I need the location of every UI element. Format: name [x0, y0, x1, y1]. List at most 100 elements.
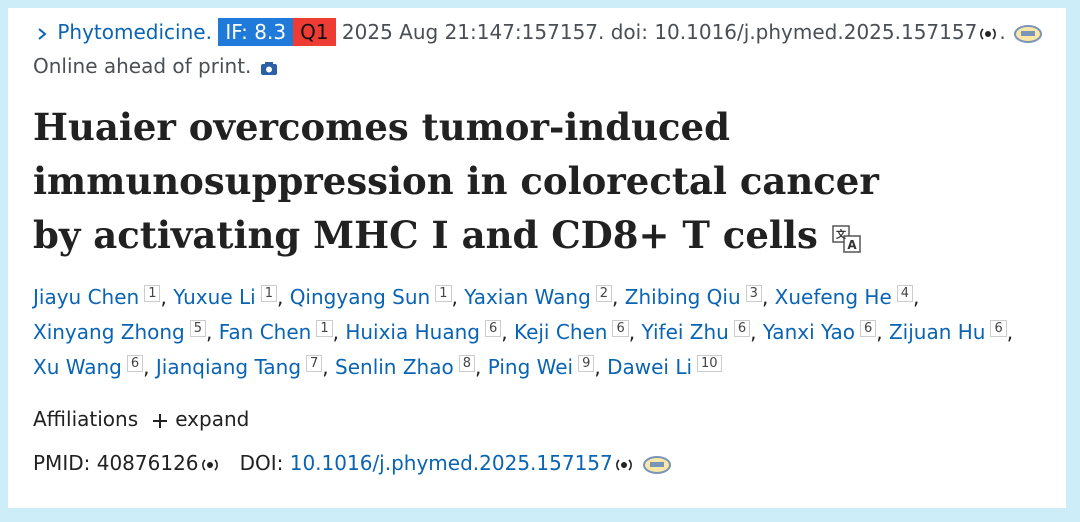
author-name[interactable]: Dawei Li: [607, 355, 693, 379]
journal-link[interactable]: Phytomedicine.: [33, 20, 212, 44]
chevron: [38, 27, 47, 40]
author-name[interactable]: Zhibing Qiu: [624, 285, 741, 309]
doi-link[interactable]: 10.1016/j.phymed.2025.157157: [289, 451, 613, 475]
affiliation-number[interactable]: 1: [316, 320, 333, 337]
author: Xu Wang 6,: [33, 355, 150, 379]
author-name[interactable]: Xu Wang: [33, 355, 122, 379]
author-name[interactable]: Jianqiang Tang: [155, 355, 302, 379]
title-block: Huaier overcomes tumor-induced immunosup…: [33, 100, 933, 262]
title: Huaier overcomes tumor-induced immunosup…: [33, 105, 879, 257]
author-name[interactable]: Yanxi Yao: [762, 320, 855, 344]
affiliations-label: Affiliations: [33, 407, 139, 431]
svg-text:文: 文: [836, 228, 847, 241]
author: Xinyang Zhong 5,: [33, 320, 212, 344]
affiliation-number[interactable]: 10: [697, 355, 722, 372]
citation-text: 2025 Aug 21:147:157157. doi: 10.1016/j.p…: [341, 20, 978, 44]
author: Keji Chen 6,: [514, 320, 635, 344]
author-name[interactable]: Yuxue Li: [173, 285, 256, 309]
author: Senlin Zhao 8,: [335, 355, 481, 379]
author: Zijuan Hu 6,: [889, 320, 1013, 344]
if-badge: IF: 8.3: [218, 18, 294, 46]
author-name[interactable]: Huixia Huang: [345, 320, 480, 344]
author-list: Jiayu Chen 1, Yuxue Li 1, Qingyang Sun 1, Y…: [33, 280, 1053, 385]
separator: ,: [1006, 320, 1014, 344]
author: Jiayu Chen 1,: [33, 285, 167, 309]
plus-icon: [152, 413, 167, 428]
author-name[interactable]: Jiayu Chen: [33, 285, 140, 309]
separator: ,: [501, 320, 508, 344]
author-name[interactable]: Qingyang Sun: [289, 285, 431, 309]
journal: Phytomedicine.: [57, 20, 212, 44]
author: Qingyang Sun 1,: [290, 285, 458, 309]
author-name[interactable]: Senlin Zhao: [335, 355, 454, 379]
status-row: Online ahead of print.: [33, 52, 1066, 80]
affiliation-number[interactable]: 7: [306, 355, 323, 372]
ids-row: PMID: 40876126 DOI: 10.1016/j.phymed.202…: [33, 449, 1066, 477]
status: Online ahead of print.: [33, 54, 252, 78]
pmid-label: PMID:: [33, 451, 91, 475]
affiliation-number[interactable]: 1: [144, 285, 161, 302]
article-header: Phytomedicine. IF: 8.3 Q1 2025 Aug 21:147…: [8, 8, 1066, 508]
author: Zhibing Qiu 3,: [624, 285, 768, 309]
author-name[interactable]: Ping Wei: [487, 355, 574, 379]
cnki-icon[interactable]: [1012, 22, 1044, 46]
affiliation-number[interactable]: 2: [595, 285, 613, 302]
q-badge: Q1: [293, 18, 336, 46]
separator: ,: [913, 285, 920, 309]
separator: ,: [475, 355, 482, 379]
affiliation-number[interactable]: 6: [612, 320, 629, 337]
citation-row: Phytomedicine. IF: 8.3 Q1 2025 Aug 21:147…: [33, 18, 1066, 46]
affiliation-number[interactable]: 4: [896, 285, 914, 302]
author-name[interactable]: Yifei Zhu: [641, 320, 729, 344]
affiliation-number[interactable]: 8: [458, 355, 475, 372]
author: Fan Chen 1,: [219, 320, 339, 344]
separator: ,: [322, 355, 329, 379]
affiliation-number[interactable]: 6: [126, 355, 144, 372]
signal-icon[interactable]: [977, 27, 999, 41]
signal-icon[interactable]: [613, 458, 635, 472]
separator: ,: [276, 285, 284, 309]
author: Jianqiang Tang 7,: [156, 355, 329, 379]
separator: ,: [451, 285, 458, 309]
author: Dawei Li 10: [607, 355, 722, 379]
author: Yuxue Li 1,: [173, 285, 283, 309]
author: Yaxian Wang 2,: [464, 285, 618, 309]
pmid: 40876126: [96, 451, 199, 475]
author-name[interactable]: Zijuan Hu: [888, 320, 986, 344]
affiliation-number[interactable]: 5: [189, 320, 207, 337]
separator: ,: [612, 285, 619, 309]
cnki-icon[interactable]: [641, 453, 673, 477]
author: Yanxi Yao 6,: [763, 320, 883, 344]
expand-button[interactable]: expand: [151, 407, 249, 431]
separator: ,: [628, 320, 636, 344]
author: Huixia Huang 6,: [345, 320, 508, 344]
affiliation-number[interactable]: 9: [578, 355, 595, 372]
affiliation-number[interactable]: 1: [435, 285, 452, 302]
author-name[interactable]: Xuefeng He: [774, 285, 892, 309]
author-name[interactable]: Fan Chen: [218, 320, 312, 344]
affiliation-number[interactable]: 3: [745, 285, 762, 302]
affiliation-number[interactable]: 6: [990, 320, 1007, 337]
signal-icon[interactable]: [199, 458, 221, 472]
translate-icon[interactable]: A文: [831, 223, 863, 255]
affiliation-number[interactable]: 6: [859, 320, 877, 337]
affiliation-number[interactable]: 6: [484, 320, 502, 337]
affiliation-number[interactable]: 6: [733, 320, 751, 337]
author: Yifei Zhu 6,: [641, 320, 756, 344]
affiliations-row: Affiliations expand: [33, 405, 1066, 433]
author-name[interactable]: Keji Chen: [513, 320, 608, 344]
affiliation-number[interactable]: 1: [260, 285, 277, 302]
separator: ,: [143, 355, 150, 379]
expand-label: expand: [175, 407, 250, 431]
svg-text:A: A: [847, 238, 857, 252]
separator: ,: [160, 285, 167, 309]
separator: ,: [206, 320, 213, 344]
camera-icon[interactable]: [258, 58, 280, 78]
separator: ,: [594, 355, 601, 379]
citation-end: .: [999, 20, 1006, 44]
separator: ,: [750, 320, 757, 344]
author-name[interactable]: Xinyang Zhong: [33, 320, 185, 344]
doi-label: DOI:: [239, 451, 284, 475]
author-name[interactable]: Yaxian Wang: [464, 285, 591, 309]
